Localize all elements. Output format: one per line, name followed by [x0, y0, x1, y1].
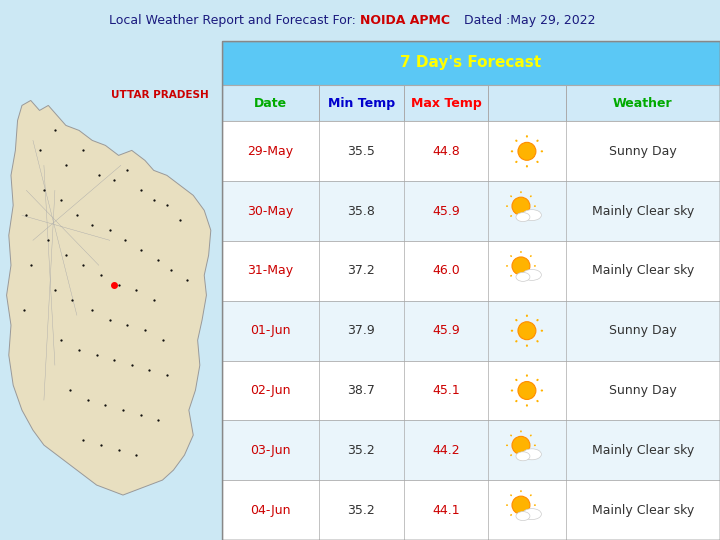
Text: Sunny Day: Sunny Day	[609, 384, 677, 397]
Text: 35.5: 35.5	[347, 145, 375, 158]
Polygon shape	[6, 100, 211, 495]
Ellipse shape	[512, 197, 530, 215]
Text: 37.9: 37.9	[347, 324, 375, 337]
Text: 45.9: 45.9	[432, 324, 460, 337]
Text: Mainly Clear sky: Mainly Clear sky	[592, 265, 694, 278]
FancyBboxPatch shape	[222, 85, 720, 122]
Text: 35.2: 35.2	[347, 444, 375, 457]
Ellipse shape	[523, 210, 541, 220]
Ellipse shape	[512, 257, 530, 275]
Text: Sunny Day: Sunny Day	[609, 324, 677, 337]
Text: Mainly Clear sky: Mainly Clear sky	[592, 444, 694, 457]
Ellipse shape	[516, 511, 530, 521]
Ellipse shape	[518, 143, 536, 160]
FancyBboxPatch shape	[222, 40, 720, 85]
Text: 01-Jun: 01-Jun	[250, 324, 291, 337]
Ellipse shape	[523, 269, 541, 280]
FancyBboxPatch shape	[222, 241, 720, 301]
Text: Date: Date	[253, 97, 287, 110]
Text: 46.0: 46.0	[432, 265, 460, 278]
Text: 04-Jun: 04-Jun	[250, 504, 291, 517]
Text: 29-May: 29-May	[247, 145, 294, 158]
Text: 37.2: 37.2	[347, 265, 375, 278]
FancyBboxPatch shape	[222, 361, 720, 421]
Text: Dated :May 29, 2022: Dated :May 29, 2022	[464, 14, 596, 27]
Text: 7 Day's Forecast: 7 Day's Forecast	[400, 56, 541, 71]
Text: 38.7: 38.7	[347, 384, 375, 397]
Text: 03-Jun: 03-Jun	[250, 444, 291, 457]
Text: NOIDA APMC: NOIDA APMC	[360, 14, 450, 27]
Ellipse shape	[523, 509, 541, 519]
Ellipse shape	[523, 449, 541, 460]
Ellipse shape	[518, 382, 536, 400]
Text: Min Temp: Min Temp	[328, 97, 395, 110]
Ellipse shape	[516, 272, 530, 281]
FancyBboxPatch shape	[222, 181, 720, 241]
Text: 35.8: 35.8	[347, 205, 375, 218]
Text: 45.9: 45.9	[432, 205, 460, 218]
Ellipse shape	[516, 452, 530, 461]
Text: 44.1: 44.1	[432, 504, 460, 517]
FancyBboxPatch shape	[222, 301, 720, 361]
FancyBboxPatch shape	[222, 122, 720, 181]
Text: Max Temp: Max Temp	[410, 97, 482, 110]
Text: 44.8: 44.8	[432, 145, 460, 158]
Text: 02-Jun: 02-Jun	[250, 384, 291, 397]
Ellipse shape	[512, 436, 530, 454]
Text: 44.2: 44.2	[432, 444, 460, 457]
Ellipse shape	[516, 213, 530, 221]
Text: UTTAR PRADESH: UTTAR PRADESH	[111, 90, 209, 100]
Text: Weather: Weather	[613, 97, 672, 110]
Text: 31-May: 31-May	[247, 265, 294, 278]
Ellipse shape	[512, 496, 530, 514]
Ellipse shape	[518, 322, 536, 340]
Text: 45.1: 45.1	[432, 384, 460, 397]
Text: 35.2: 35.2	[347, 504, 375, 517]
Text: Mainly Clear sky: Mainly Clear sky	[592, 504, 694, 517]
FancyBboxPatch shape	[222, 480, 720, 540]
Text: Sunny Day: Sunny Day	[609, 145, 677, 158]
Text: Local Weather Report and Forecast For:: Local Weather Report and Forecast For:	[109, 14, 360, 27]
Text: 30-May: 30-May	[247, 205, 294, 218]
FancyBboxPatch shape	[222, 421, 720, 480]
Text: Mainly Clear sky: Mainly Clear sky	[592, 205, 694, 218]
